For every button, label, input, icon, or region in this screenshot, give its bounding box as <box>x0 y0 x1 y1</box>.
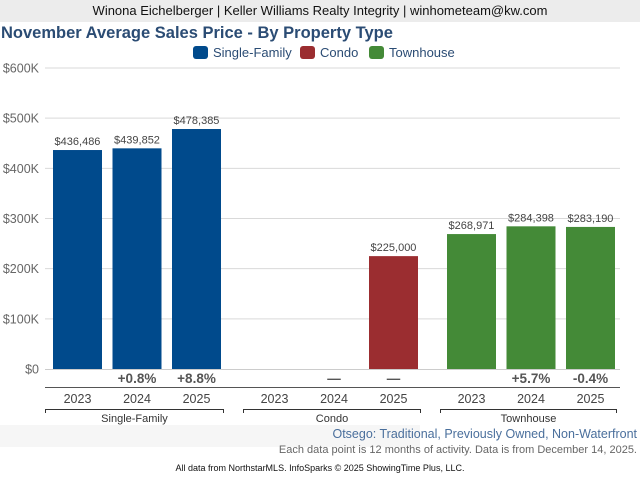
data-credit: All data from NorthstarMLS. InfoSparks ©… <box>175 463 465 473</box>
change-label: +0.8% <box>118 371 157 386</box>
bar-condo-2025 <box>369 256 418 369</box>
legend-item-condo[interactable]: Condo <box>300 45 358 60</box>
bar-townhouse-2024 <box>506 226 556 369</box>
x-tick-label: 2025 <box>380 392 408 406</box>
change-label: +5.7% <box>512 371 551 386</box>
footer-strip <box>0 425 420 447</box>
x-tick-label: 2024 <box>320 392 348 406</box>
legend-swatch-townhouse <box>369 46 384 59</box>
bar-chart: $0 $100K $200K $300K $400K $500K $600K $436,486… <box>3 62 620 425</box>
legend-swatch-condo <box>300 46 315 59</box>
data-label: $268,971 <box>449 220 495 232</box>
y-tick-label: $0 <box>25 363 39 377</box>
group-bracket <box>45 409 224 413</box>
bar-single-family-2024 <box>112 148 162 369</box>
y-tick-label: $300K <box>3 212 40 226</box>
bar-single-family-2025 <box>172 129 221 369</box>
x-tick-label: 2024 <box>517 392 545 406</box>
legend-label-townhouse: Townhouse <box>389 45 455 60</box>
group-bracket <box>440 409 617 413</box>
bar-townhouse-2023 <box>447 234 496 369</box>
legend-label-condo: Condo <box>320 45 359 60</box>
legend-item-townhouse[interactable]: Townhouse <box>369 45 455 60</box>
change-label: — <box>327 371 341 386</box>
change-label: -0.4% <box>573 371 608 386</box>
group-label: Townhouse <box>501 413 557 425</box>
bar-townhouse-2025 <box>566 226 615 369</box>
agent-contact-line: Winona Eichelberger | Keller Williams Re… <box>92 3 548 18</box>
group-bracket <box>243 409 421 413</box>
y-tick-label: $500K <box>3 112 40 126</box>
y-tick-label: $400K <box>3 162 40 176</box>
data-label: $436,486 <box>55 136 101 148</box>
x-tick-label: 2023 <box>261 392 289 406</box>
data-label: $225,000 <box>371 242 417 254</box>
data-label: $283,190 <box>568 213 614 225</box>
change-label: — <box>387 371 401 386</box>
chart-subtitle: Otsego: Traditional, Previously Owned, N… <box>332 427 637 441</box>
group-label: Single-Family <box>101 413 168 425</box>
group-label: Condo <box>316 413 348 425</box>
change-label: +8.8% <box>177 371 216 386</box>
x-tick-label: 2023 <box>64 392 92 406</box>
x-tick-label: 2025 <box>183 392 211 406</box>
data-note: Each data point is 12 months of activity… <box>278 444 637 456</box>
x-tick-label: 2024 <box>123 392 151 406</box>
data-label: $284,398 <box>508 212 554 224</box>
bar-single-family-2023 <box>53 150 102 369</box>
data-label: $439,852 <box>114 134 160 146</box>
y-tick-label: $200K <box>3 262 40 276</box>
chart-legend: Single-Family Condo Townhouse <box>0 45 640 63</box>
legend-label-single-family: Single-Family <box>213 45 292 60</box>
legend-swatch-single-family <box>193 46 208 59</box>
data-label: $478,385 <box>174 115 220 127</box>
agent-header-bar: Winona Eichelberger | Keller Williams Re… <box>0 0 640 22</box>
chart-title: November Average Sales Price - By Proper… <box>1 24 393 42</box>
y-tick-label: $600K <box>3 62 40 76</box>
x-tick-label: 2023 <box>458 392 486 406</box>
x-tick-label: 2025 <box>577 392 605 406</box>
legend-item-single-family[interactable]: Single-Family <box>193 45 292 60</box>
y-tick-label: $100K <box>3 312 40 326</box>
